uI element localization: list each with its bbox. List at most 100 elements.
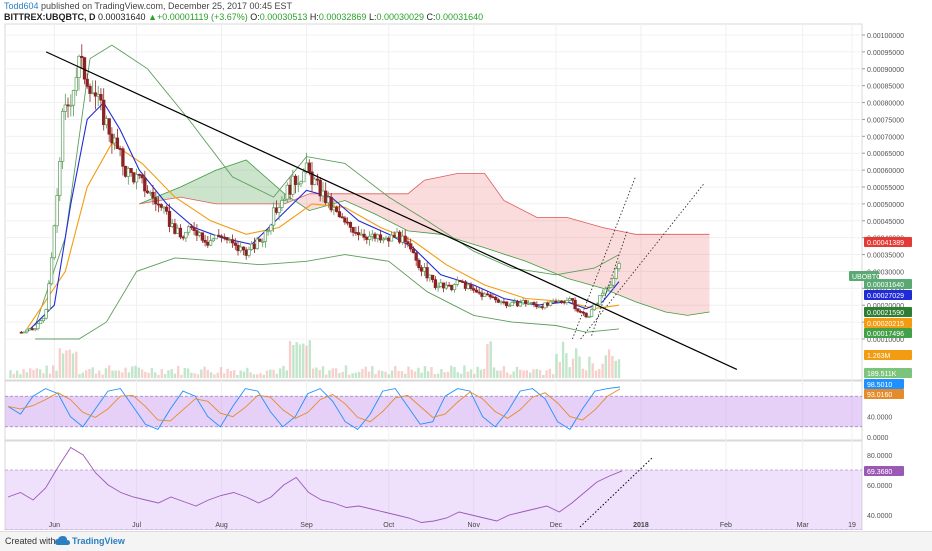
candle bbox=[587, 315, 591, 318]
candle-body bbox=[411, 248, 416, 254]
volume-bar bbox=[384, 371, 387, 378]
candle-body bbox=[395, 231, 399, 238]
candle bbox=[25, 328, 29, 334]
candle-body bbox=[373, 233, 377, 239]
candle-body bbox=[288, 184, 292, 195]
volume-bar bbox=[328, 370, 331, 378]
candle-body bbox=[452, 284, 457, 291]
volume-bar bbox=[436, 373, 440, 378]
candle-body bbox=[392, 234, 396, 238]
candle-body bbox=[485, 293, 490, 296]
candle-body bbox=[609, 284, 613, 288]
volume-bar bbox=[203, 366, 206, 378]
rsi-value-label: 69.3680 bbox=[867, 469, 892, 476]
volume-bar bbox=[223, 373, 226, 378]
candle bbox=[192, 222, 196, 236]
price-flag-label: 0.00031640 bbox=[867, 282, 904, 289]
volume-bar bbox=[459, 373, 463, 378]
candle bbox=[409, 238, 413, 252]
author-link[interactable]: Todd604 bbox=[4, 1, 39, 11]
candle-body bbox=[200, 232, 205, 241]
low-label: L: bbox=[368, 12, 377, 22]
candle-body bbox=[208, 240, 213, 246]
candle bbox=[362, 229, 366, 241]
candle-body bbox=[414, 252, 418, 261]
volume-bar bbox=[532, 369, 535, 378]
candle bbox=[343, 215, 347, 225]
candle-body bbox=[255, 238, 259, 250]
candle-body bbox=[406, 241, 410, 245]
x-tick-label: Jul bbox=[132, 522, 141, 529]
candle-body bbox=[529, 302, 533, 304]
candle-body bbox=[58, 161, 62, 196]
candle-body bbox=[211, 238, 215, 242]
candle-body bbox=[381, 238, 385, 241]
volume-bar bbox=[374, 374, 377, 378]
candle-body bbox=[22, 331, 26, 334]
volume-bar bbox=[581, 368, 584, 378]
candle-body bbox=[241, 246, 246, 251]
candle-body bbox=[480, 292, 484, 297]
candle-body bbox=[132, 172, 136, 183]
candle-body bbox=[617, 263, 621, 270]
price-flag bbox=[864, 368, 912, 378]
y-tick-label: 0.00090000 bbox=[867, 67, 904, 74]
candle-body bbox=[450, 284, 454, 291]
price-chart[interactable]: 0.00100000 0.00095000 0.00090000 0.00085000… bbox=[0, 0, 932, 530]
y-tick-label: 0.00060000 bbox=[867, 168, 904, 175]
volume-bar bbox=[108, 365, 111, 378]
tradingview-brand[interactable]: TradingView bbox=[72, 536, 125, 546]
volume-bar bbox=[584, 370, 588, 378]
stoch-tick-label: 40.0000 bbox=[867, 415, 892, 422]
volume-bar bbox=[404, 373, 407, 378]
volume-bar bbox=[509, 374, 512, 378]
volume-bar bbox=[427, 371, 430, 378]
volume-bar bbox=[390, 370, 394, 378]
candle-body bbox=[483, 293, 487, 297]
volume-bar bbox=[331, 368, 334, 378]
volume-bar bbox=[209, 372, 213, 378]
candle bbox=[129, 168, 133, 177]
candle-body bbox=[162, 206, 166, 209]
volume-bar bbox=[555, 353, 558, 378]
rsi-pane bbox=[4, 440, 863, 530]
candle bbox=[329, 193, 333, 213]
candle-body bbox=[351, 226, 355, 233]
volume-bar bbox=[423, 366, 427, 378]
candle-body bbox=[376, 234, 380, 239]
x-tick-label: Sep bbox=[300, 522, 313, 529]
candle-body bbox=[236, 244, 240, 252]
candle-body bbox=[225, 237, 229, 241]
bollinger-lower bbox=[35, 254, 620, 340]
candle-body bbox=[573, 299, 577, 310]
stoch-pane bbox=[4, 380, 863, 441]
volume-bar bbox=[177, 366, 180, 378]
candle-body bbox=[559, 300, 564, 303]
dotted-projection-line bbox=[571, 176, 636, 340]
candle bbox=[107, 118, 111, 142]
candle-body bbox=[96, 94, 100, 97]
volume-bar bbox=[206, 370, 209, 378]
candle-body bbox=[252, 243, 257, 250]
candle-body bbox=[137, 174, 141, 176]
candle bbox=[600, 289, 605, 298]
volume-bar bbox=[38, 369, 42, 378]
candle-body bbox=[151, 191, 155, 199]
volume-bar bbox=[381, 371, 384, 378]
candle-body bbox=[173, 223, 177, 234]
volume-bar bbox=[252, 374, 256, 378]
candle bbox=[33, 328, 37, 332]
candle-body bbox=[33, 328, 37, 331]
volume-bar bbox=[311, 368, 315, 378]
symbol-label[interactable]: BITTREX:UBQBTC, D bbox=[4, 12, 96, 22]
candle bbox=[88, 83, 92, 102]
candle bbox=[474, 286, 479, 293]
volume-bar bbox=[617, 359, 621, 378]
candle-body bbox=[592, 304, 596, 311]
y-tick-label: 0.00050000 bbox=[867, 202, 904, 209]
volume-bar bbox=[450, 365, 453, 378]
candle bbox=[581, 310, 586, 316]
candle bbox=[134, 168, 139, 190]
candle bbox=[389, 231, 394, 242]
candle-body bbox=[466, 284, 470, 289]
